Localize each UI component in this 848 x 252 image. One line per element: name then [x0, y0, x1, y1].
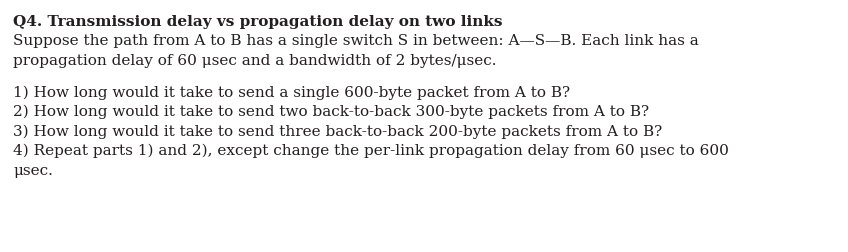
Text: Q4. Transmission delay vs propagation delay on two links: Q4. Transmission delay vs propagation de… — [13, 15, 503, 29]
Text: propagation delay of 60 μsec and a bandwidth of 2 bytes/μsec.: propagation delay of 60 μsec and a bandw… — [13, 54, 496, 68]
Text: 3) How long would it take to send three back-to-back 200-byte packets from A to : 3) How long would it take to send three … — [13, 124, 662, 139]
Text: 1) How long would it take to send a single 600-byte packet from A to B?: 1) How long would it take to send a sing… — [13, 85, 570, 100]
Text: 4) Repeat parts 1) and 2), except change the per-link propagation delay from 60 : 4) Repeat parts 1) and 2), except change… — [13, 144, 729, 159]
Text: Suppose the path from A to B has a single switch S in between: A—S—B. Each link : Suppose the path from A to B has a singl… — [13, 35, 699, 48]
Text: 2) How long would it take to send two back-to-back 300-byte packets from A to B?: 2) How long would it take to send two ba… — [13, 105, 649, 119]
Text: μsec.: μsec. — [13, 164, 53, 177]
